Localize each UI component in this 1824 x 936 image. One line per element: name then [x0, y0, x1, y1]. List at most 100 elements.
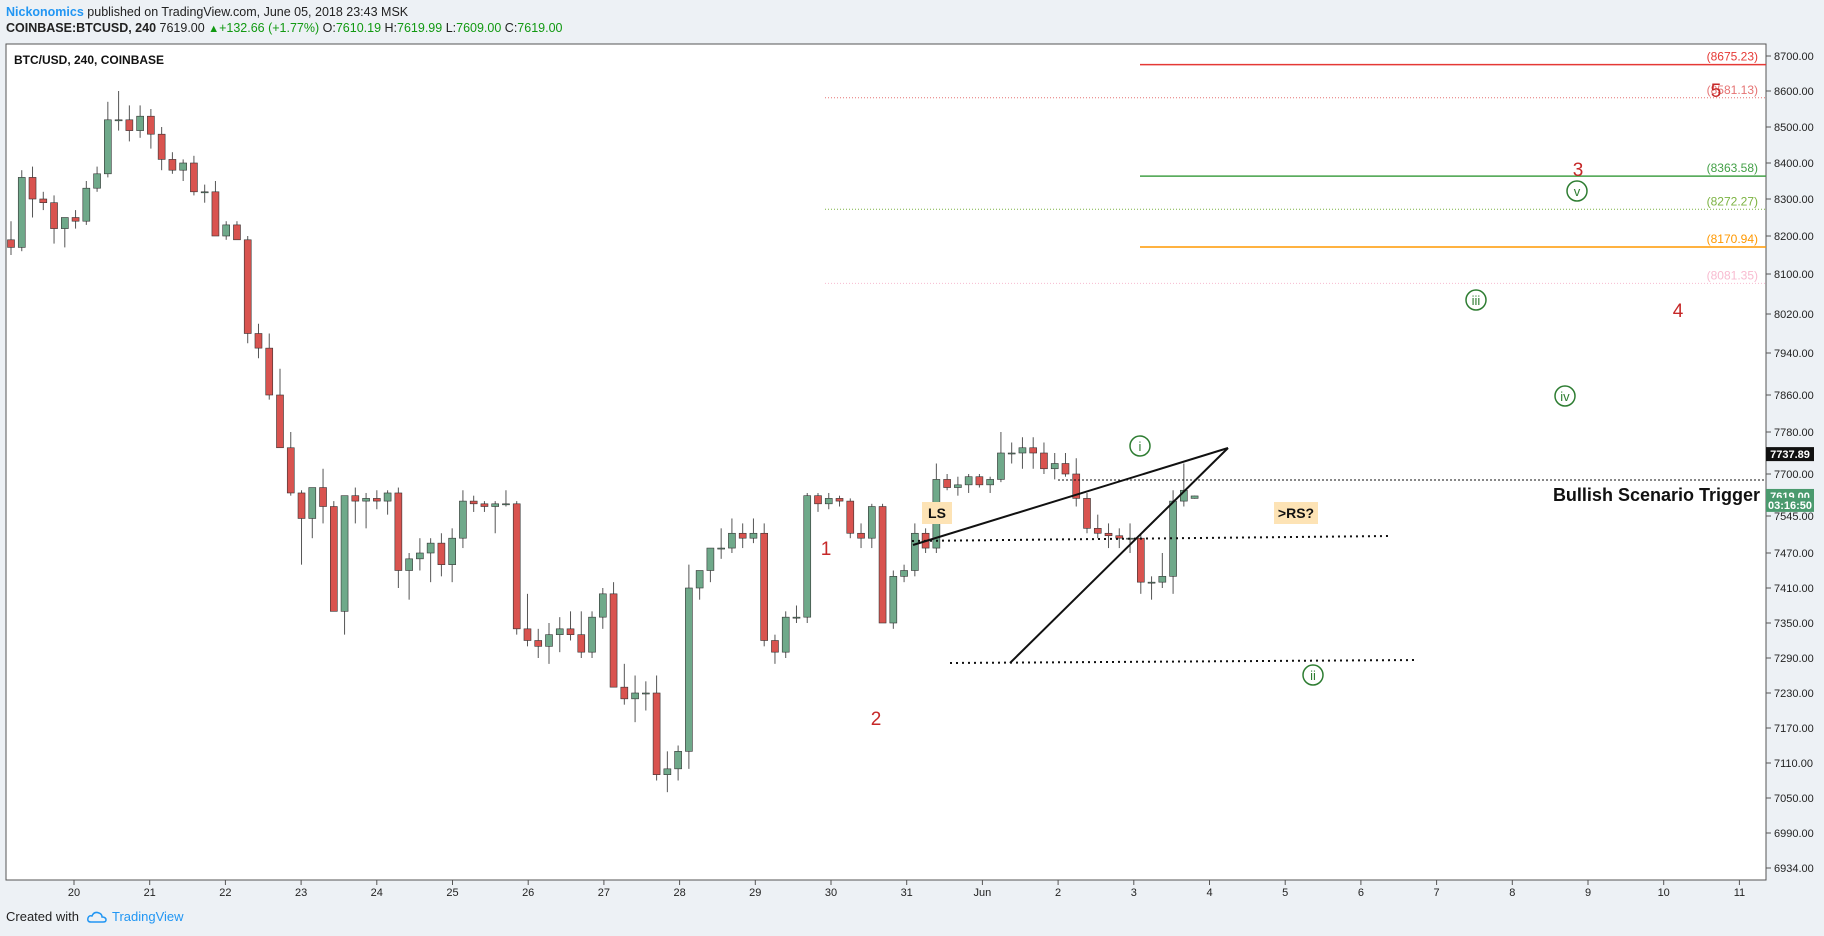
candle [405, 553, 413, 600]
chart-pane[interactable] [5, 43, 1767, 881]
candle [243, 236, 252, 344]
tradingview-brand: TradingView [111, 909, 184, 924]
candle [329, 501, 338, 612]
candle [685, 564, 693, 769]
candle [857, 523, 865, 549]
candle [17, 170, 26, 252]
candle [512, 501, 521, 635]
candle [867, 503, 876, 549]
candle [814, 492, 822, 512]
y-tick-label: 7780.00 [1774, 427, 1814, 439]
candle [706, 547, 715, 583]
candle [975, 474, 984, 488]
x-tick-label: 5 [1282, 887, 1288, 899]
last-price: 7619.00 [159, 21, 205, 35]
candle [954, 476, 962, 496]
y-tick-label: 8500.00 [1774, 122, 1814, 134]
candle [738, 523, 747, 549]
y-tick-label: 7230.00 [1774, 688, 1814, 700]
x-tick-label: 30 [825, 887, 837, 899]
y-tick-label: 7290.00 [1774, 653, 1814, 665]
candle [71, 210, 80, 229]
candle [1040, 442, 1048, 474]
candle [1050, 453, 1059, 480]
fib-label: (8081.35) [1707, 268, 1758, 282]
candle [943, 474, 951, 491]
candle [577, 611, 586, 658]
candle [190, 155, 198, 196]
x-tick-label: 28 [673, 887, 685, 899]
candle [222, 221, 230, 240]
candle [1115, 528, 1124, 549]
candle [663, 751, 672, 793]
wave-4-label: 4 [1673, 301, 1684, 322]
y-tick-label: 8600.00 [1774, 86, 1814, 98]
y-tick-label: 7170.00 [1774, 723, 1814, 735]
candle [7, 221, 15, 255]
wave-iii-marker: iii [1465, 289, 1487, 311]
candle [620, 663, 629, 705]
candle [824, 492, 833, 510]
x-tick-label: 6 [1358, 887, 1364, 899]
candle [1018, 437, 1027, 469]
high-label: H: [384, 21, 398, 35]
x-tick-label: 27 [598, 887, 610, 899]
fib-label: (8272.27) [1707, 194, 1758, 208]
candle [846, 498, 855, 539]
candle [792, 605, 801, 623]
candle [911, 523, 919, 577]
candle [383, 490, 392, 515]
y-tick-label: 8200.00 [1774, 231, 1814, 243]
up-triangle-icon: ▲ [208, 23, 220, 35]
author-link[interactable]: Nickonomics [6, 5, 84, 19]
candle [781, 611, 790, 658]
candle [986, 476, 994, 493]
candle [502, 490, 510, 507]
symbol-text: COINBASE:BTCUSD, 240 [6, 21, 157, 35]
wave-5-label: 5 [1711, 81, 1722, 102]
ls-label: LS [928, 505, 946, 521]
candle [104, 101, 112, 178]
created-with-text: Created with [6, 909, 79, 924]
price-marker-label: 03:16:50 [1768, 500, 1812, 512]
wave-v-marker: v [1566, 180, 1588, 202]
trigger-label: Bullish Scenario Trigger [1553, 485, 1760, 505]
candle [523, 593, 532, 647]
candle [168, 152, 177, 174]
candle [60, 217, 69, 248]
neckline [911, 535, 1391, 542]
x-tick-label: 24 [371, 887, 383, 899]
y-tick-label: 7700.00 [1774, 469, 1814, 481]
candle [147, 109, 155, 149]
x-tick-label: 8 [1509, 887, 1515, 899]
y-tick-label: 8400.00 [1774, 158, 1814, 170]
fib-label: (8675.23) [1707, 50, 1758, 64]
candle [93, 166, 101, 192]
tradingview-link[interactable]: TradingView [87, 909, 184, 924]
svg-text:iii: iii [1472, 293, 1481, 308]
x-tick-label: 22 [219, 887, 231, 899]
wave-1-label: 1 [821, 539, 832, 560]
candle [125, 105, 134, 142]
candle [1061, 453, 1070, 477]
rs-box [1274, 502, 1318, 524]
time-axis[interactable]: 20 21 22 23 24 25 26 27 28 29 30 31 Jun 2 3 4 5 6 7 8 9 10 11 [68, 880, 1745, 899]
candle [545, 623, 553, 664]
candle [308, 487, 317, 539]
high-value: 7619.99 [397, 21, 443, 35]
x-tick-label: 10 [1658, 887, 1670, 899]
candle [28, 166, 37, 218]
x-tick-label: 4 [1206, 887, 1212, 899]
candle [82, 181, 91, 225]
price-axis[interactable]: 8700.00 8600.00 8500.00 8400.00 8300.00 8200.… [1766, 51, 1814, 875]
candle [749, 518, 758, 544]
candle [297, 490, 306, 565]
wave-3-label: 3 [1573, 160, 1584, 181]
wave-iv-marker: iv [1554, 385, 1576, 407]
svg-text:i: i [1139, 439, 1142, 454]
candle [1147, 576, 1156, 600]
candle [211, 181, 220, 237]
candle [598, 588, 607, 629]
low-label: L: [445, 21, 457, 35]
